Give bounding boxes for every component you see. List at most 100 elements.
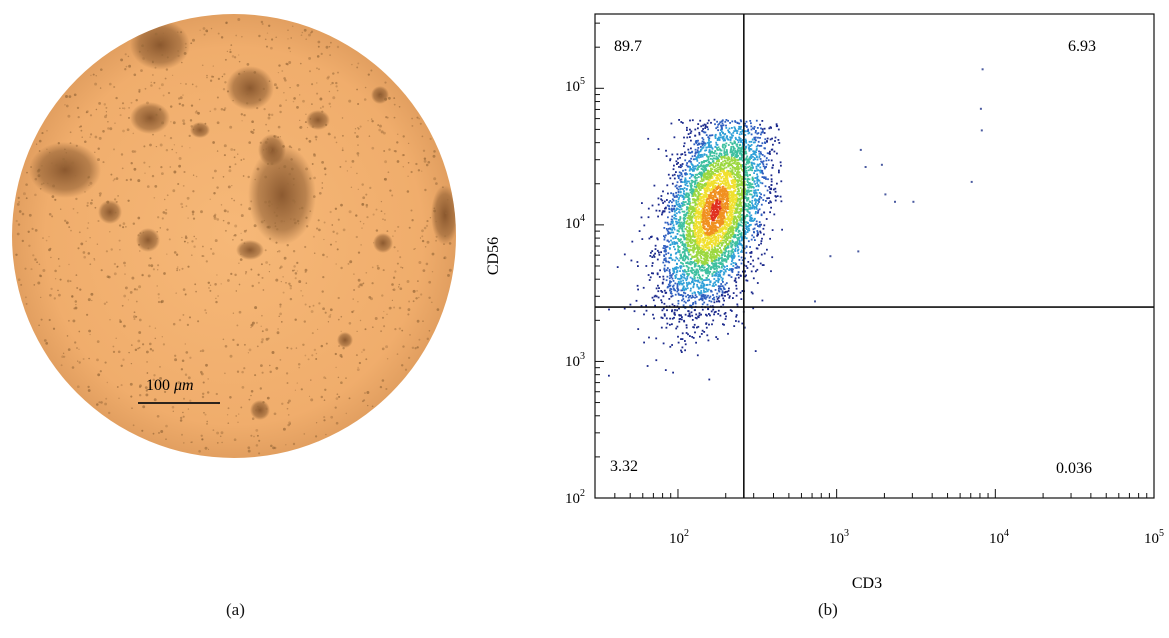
event-point: [775, 200, 777, 202]
event-point: [778, 129, 780, 131]
event-point: [692, 211, 694, 213]
event-point: [719, 192, 721, 194]
event-point: [770, 270, 772, 272]
event-point: [703, 161, 705, 163]
event-point: [737, 171, 739, 173]
event-point: [637, 289, 639, 291]
event-point: [764, 155, 766, 157]
event-point: [746, 125, 748, 127]
event-point: [712, 161, 714, 163]
event-point: [748, 187, 750, 189]
event-point: [672, 183, 674, 185]
event-point: [729, 159, 731, 161]
event-point: [686, 234, 688, 236]
event-point: [736, 288, 738, 290]
event-point: [714, 208, 716, 210]
event-point: [710, 268, 712, 270]
event-point: [752, 196, 754, 198]
event-point: [769, 191, 771, 193]
event-point: [688, 310, 690, 312]
event-point: [716, 174, 718, 176]
event-point: [686, 230, 688, 232]
event-point: [736, 220, 738, 222]
event-point: [698, 218, 700, 220]
event-point: [648, 337, 650, 339]
event-point: [650, 276, 652, 278]
event-point: [747, 166, 749, 168]
event-point: [704, 150, 706, 152]
event-point: [733, 162, 735, 164]
event-point: [719, 149, 721, 151]
event-point: [680, 234, 682, 236]
event-point: [703, 267, 705, 269]
event-point: [663, 227, 665, 229]
event-point: [756, 208, 758, 210]
event-point: [700, 257, 702, 259]
event-point: [677, 285, 679, 287]
event-point: [749, 193, 751, 195]
event-point: [696, 209, 698, 211]
event-point: [694, 256, 696, 258]
event-point: [717, 170, 719, 172]
event-point: [697, 263, 699, 265]
event-point: [756, 221, 758, 223]
event-point: [762, 173, 764, 175]
event-point: [680, 185, 682, 187]
event-point: [710, 192, 712, 194]
event-point: [738, 231, 740, 233]
event-point: [693, 222, 695, 224]
event-point: [691, 151, 693, 153]
event-point: [688, 270, 690, 272]
event-point: [736, 162, 738, 164]
event-point: [731, 155, 733, 157]
cell-cluster: [98, 200, 122, 224]
event-point: [740, 141, 742, 143]
event-point: [750, 169, 752, 171]
event-point: [636, 300, 638, 302]
event-point: [700, 285, 702, 287]
event-point: [738, 267, 740, 269]
event-point: [717, 177, 719, 179]
event-point: [739, 202, 741, 204]
event-point: [705, 219, 707, 221]
event-point: [706, 327, 708, 329]
event-point: [760, 151, 762, 153]
event-point: [726, 198, 728, 200]
event-point: [738, 271, 740, 273]
event-point: [760, 182, 762, 184]
event-point: [751, 144, 753, 146]
event-point: [665, 235, 667, 237]
event-point: [678, 314, 680, 316]
event-point: [721, 195, 723, 197]
event-point: [772, 144, 774, 146]
event-point: [719, 176, 721, 178]
event-point: [768, 159, 770, 161]
event-point: [722, 161, 724, 163]
event-point: [673, 272, 675, 274]
event-point: [683, 145, 685, 147]
event-point: [740, 187, 742, 189]
event-point: [738, 163, 740, 165]
event-point: [751, 141, 753, 143]
event-point: [649, 255, 651, 257]
event-point: [707, 240, 709, 242]
event-point: [751, 239, 753, 241]
event-point: [681, 351, 683, 353]
event-point: [748, 191, 750, 193]
event-point: [726, 221, 728, 223]
event-point: [700, 164, 702, 166]
event-point: [740, 275, 742, 277]
event-point: [700, 198, 702, 200]
event-point: [673, 285, 675, 287]
event-point: [676, 291, 678, 293]
event-point: [699, 267, 701, 269]
event-point: [726, 149, 728, 151]
event-point: [669, 282, 671, 284]
event-point: [761, 120, 763, 122]
event-point: [702, 260, 704, 262]
event-point: [691, 242, 693, 244]
cell-cluster: [130, 102, 170, 134]
event-point: [730, 146, 732, 148]
event-point: [686, 192, 688, 194]
event-point: [724, 151, 726, 153]
